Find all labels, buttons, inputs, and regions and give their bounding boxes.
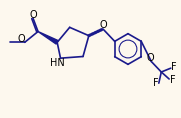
Text: O: O [18, 34, 26, 44]
Text: F: F [153, 78, 159, 88]
Text: O: O [147, 53, 154, 63]
Polygon shape [38, 32, 58, 44]
Text: F: F [171, 63, 177, 72]
Text: O: O [29, 10, 37, 20]
Text: F: F [170, 75, 175, 85]
Text: O: O [100, 20, 107, 30]
Text: HN: HN [50, 59, 65, 68]
